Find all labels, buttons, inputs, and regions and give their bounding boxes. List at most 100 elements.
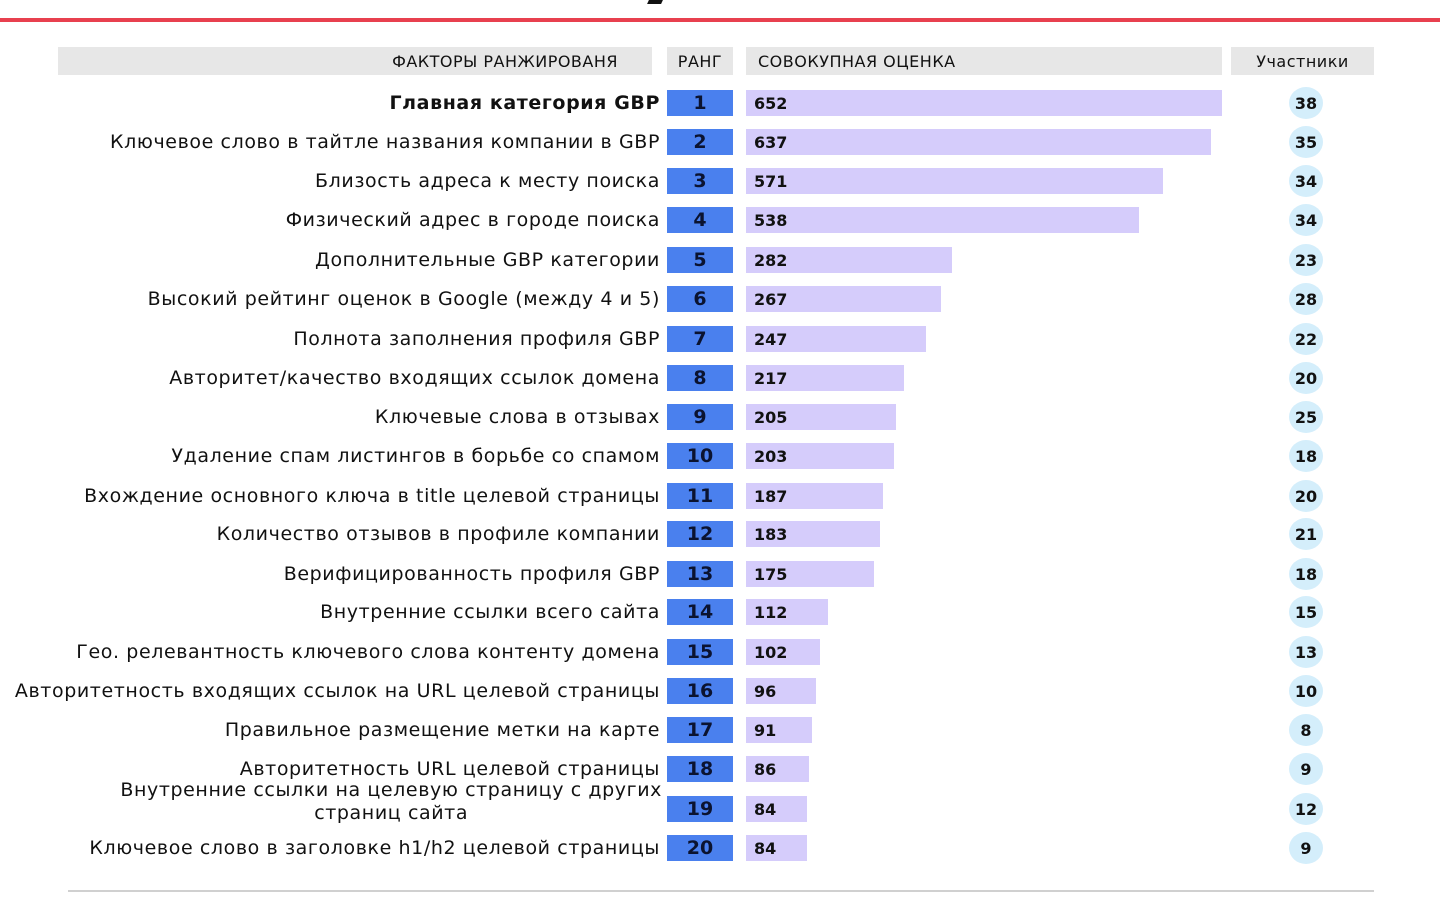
score-bar (746, 168, 1163, 194)
score-value: 203 (754, 446, 788, 466)
chart-row: Дополнительные GBP категории 5 282 23 (0, 244, 1440, 276)
factor-label: Верифицированность профиля GBP (283, 563, 660, 585)
factor-label: Внутренние ссылки на целевую страницу с … (120, 779, 662, 824)
score-bar (746, 90, 1222, 116)
participants-badge: 34 (1289, 204, 1323, 236)
factor-label: Правильное размещение метки на карте (224, 719, 660, 741)
score-bar (746, 521, 880, 547)
factor-label: Вхождение основного ключа в title целево… (84, 485, 660, 507)
rank-badge: 17 (667, 717, 733, 743)
score-bar (746, 717, 813, 743)
score-value: 282 (754, 250, 788, 270)
header-factors: ФАКТОРЫ РАНЖИРОВАНЯ (58, 47, 652, 75)
score-bar (746, 483, 883, 509)
chart-row: Близость адреса к месту поиска 3 571 34 (0, 165, 1440, 197)
rank-badge: 1 (667, 90, 733, 116)
participants-badge: 9 (1289, 753, 1323, 785)
chart-row: Вхождение основного ключа в title целево… (0, 480, 1440, 512)
factor-label: Ключевое слово в тайтле названия компани… (110, 131, 660, 153)
chart-row: Полнота заполнения профиля GBP 7 247 22 (0, 323, 1440, 355)
participants-badge: 23 (1289, 244, 1323, 276)
chart-row: Верифицированность профиля GBP 13 175 18 (0, 558, 1440, 590)
factor-label: Физический адрес в городе поиска (285, 209, 660, 231)
rank-badge: 10 (667, 443, 733, 469)
chart-row: Удаление спам листингов в борьбе со спам… (0, 440, 1440, 472)
chart-row: Количество отзывов в профиле компании 12 1… (0, 518, 1440, 550)
score-value: 84 (754, 799, 777, 819)
participants-badge: 15 (1289, 596, 1323, 628)
score-value: 217 (754, 368, 788, 388)
score-value: 267 (754, 289, 788, 309)
rank-badge: 5 (667, 247, 733, 273)
rank-badge: 9 (667, 404, 733, 430)
participants-badge: 13 (1289, 636, 1323, 668)
header-score: СОВОКУПНАЯ ОЦЕНКА (746, 47, 1222, 75)
rank-badge: 2 (667, 129, 733, 155)
score-bar (746, 129, 1212, 155)
score-bar (746, 639, 821, 665)
score-bar (746, 207, 1139, 233)
participants-badge: 22 (1289, 323, 1323, 355)
chart-row: Правильное размещение метки на карте 17 91… (0, 714, 1440, 746)
chart-row: Ключевое слово в тайтле названия компани… (0, 126, 1440, 158)
chart-row: Внутренние ссылки на целевую страницу с … (0, 779, 1440, 825)
score-bar (746, 247, 952, 273)
rank-badge: 12 (667, 521, 733, 547)
score-value: 96 (754, 681, 777, 701)
header-rank: РАНГ (667, 47, 733, 75)
score-value: 175 (754, 564, 788, 584)
participants-badge: 8 (1289, 714, 1323, 746)
factor-label: Количество отзывов в профиле компании (216, 523, 660, 545)
factor-label: Дополнительные GBP категории (315, 249, 660, 271)
participants-badge: 20 (1289, 480, 1323, 512)
rank-badge: 7 (667, 326, 733, 352)
participants-badge: 21 (1289, 518, 1323, 550)
participants-badge: 18 (1289, 558, 1323, 590)
chart-row: Внутренние ссылки всего сайта 14 112 15 (0, 596, 1440, 628)
factor-label: Удаление спам листингов в борьбе со спам… (171, 445, 660, 467)
bottom-rule (68, 890, 1374, 892)
participants-badge: 12 (1289, 793, 1323, 825)
factor-label: Главная категория GBP (389, 92, 660, 114)
participants-badge: 28 (1289, 283, 1323, 315)
participants-badge: 25 (1289, 401, 1323, 433)
chart-row: Физический адрес в городе поиска 4 538 34 (0, 204, 1440, 236)
score-bar (746, 835, 808, 861)
score-value: 84 (754, 838, 777, 858)
factor-label: Авторитет/качество входящих ссылок домен… (169, 367, 660, 389)
rank-badge: 18 (667, 756, 733, 782)
score-value: 637 (754, 132, 788, 152)
chart-row: Главная категория GBP 1 652 38 (0, 87, 1440, 119)
factor-label: Ключевые слова в отзывах (374, 406, 660, 428)
rank-badge: 13 (667, 561, 733, 587)
factor-label: Гео. релевантность ключевого слова конте… (76, 641, 660, 663)
factor-label: Высокий рейтинг оценок в Google (между 4… (147, 288, 660, 310)
score-bar (746, 286, 941, 312)
factor-label: Авторитетность входящих ссылок на URL це… (14, 680, 660, 702)
chart-row: Авторитет/качество входящих ссылок домен… (0, 362, 1440, 394)
chart-row: Авторитетность URL целевой страницы 18 86 9 (0, 753, 1440, 785)
chart-row: Гео. релевантность ключевого слова конте… (0, 636, 1440, 668)
score-value: 538 (754, 210, 788, 230)
chart-row: Авторитетность входящих ссылок на URL це… (0, 675, 1440, 707)
factor-label: Близость адреса к месту поиска (315, 170, 660, 192)
score-bar (746, 599, 828, 625)
factor-label: Полнота заполнения профиля GBP (293, 328, 660, 350)
score-bar (746, 756, 809, 782)
score-value: 86 (754, 759, 777, 779)
participants-badge: 10 (1289, 675, 1323, 707)
participants-badge: 34 (1289, 165, 1323, 197)
score-value: 112 (754, 602, 788, 622)
score-bar (746, 326, 927, 352)
rank-badge: 14 (667, 599, 733, 625)
rank-badge: 15 (667, 639, 733, 665)
factor-label: Ключевое слово в заголовке h1/h2 целевой… (89, 837, 660, 859)
rank-badge: 11 (667, 483, 733, 509)
score-value: 247 (754, 329, 788, 349)
score-value: 102 (754, 642, 788, 662)
score-bar (746, 796, 808, 822)
score-bar (746, 678, 817, 704)
participants-badge: 35 (1289, 126, 1323, 158)
rank-badge: 4 (667, 207, 733, 233)
